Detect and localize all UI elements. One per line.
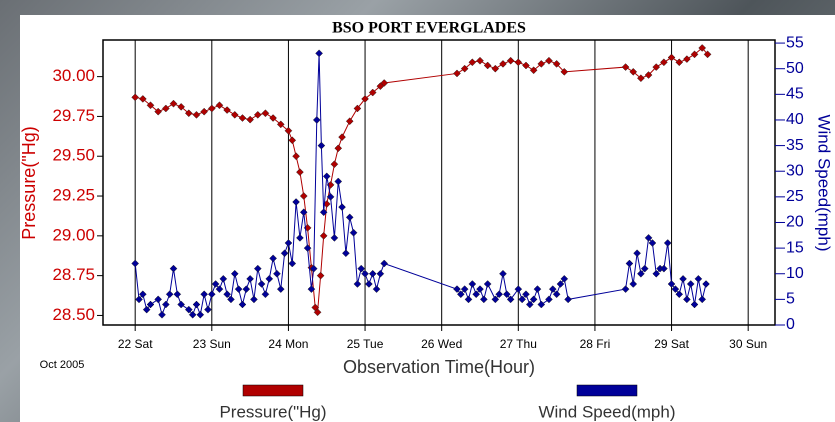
x-tick-label: 22 Sat (118, 337, 153, 351)
chart: BSO PORT EVERGLADES Observation Time(Hou… (0, 0, 835, 422)
y2-tick-label: 30 (786, 162, 804, 179)
chart-title: BSO PORT EVERGLADES (332, 20, 526, 37)
x-tick-label: 28 Fri (580, 337, 611, 351)
y-tick-label: 29.00 (52, 225, 95, 244)
legend-swatch (243, 385, 303, 396)
y-tick-label: 29.25 (52, 186, 95, 205)
y-axis-label: Pressure("Hg) (19, 126, 39, 239)
x-tick-label: 25 Tue (347, 337, 384, 351)
y-tick-label: 30.00 (52, 66, 95, 85)
y2-tick-label: 40 (786, 111, 804, 128)
y2-tick-label: 0 (786, 316, 795, 333)
y2-tick-label: 50 (786, 60, 804, 77)
y2-tick-label: 15 (786, 239, 804, 256)
page: BSO PORT EVERGLADES Observation Time(Hou… (0, 0, 835, 422)
x-tick-label: 26 Wed (421, 337, 462, 351)
legend-label: Pressure("Hg) (219, 402, 326, 421)
y2-tick-label: 25 (786, 188, 804, 205)
x-tick-label: 30 Sun (729, 337, 767, 351)
legend-label: Wind Speed(mph) (538, 402, 675, 421)
legend-swatch (577, 385, 637, 396)
x-tick-label: 29 Sat (654, 337, 689, 351)
x-tick-label: 27 Thu (500, 337, 537, 351)
y-tick-label: 28.75 (52, 265, 95, 284)
y-tick-label: 28.50 (52, 305, 95, 324)
date-note: Oct 2005 (40, 359, 85, 371)
y2-tick-label: 35 (786, 137, 804, 154)
x-tick-label: 23 Sun (193, 337, 231, 351)
y2-tick-label: 5 (786, 291, 795, 308)
y2-tick-label: 55 (786, 34, 804, 51)
x-axis-label: Observation Time(Hour) (343, 357, 535, 377)
y2-tick-label: 10 (786, 265, 804, 282)
y2-tick-label: 20 (786, 214, 804, 231)
y-tick-label: 29.75 (52, 106, 95, 125)
y-tick-label: 29.50 (52, 146, 95, 165)
y2-axis-label: Wind Speed(mph) (815, 114, 834, 251)
y2-tick-label: 45 (786, 86, 804, 103)
x-tick-label: 24 Mon (268, 337, 308, 351)
